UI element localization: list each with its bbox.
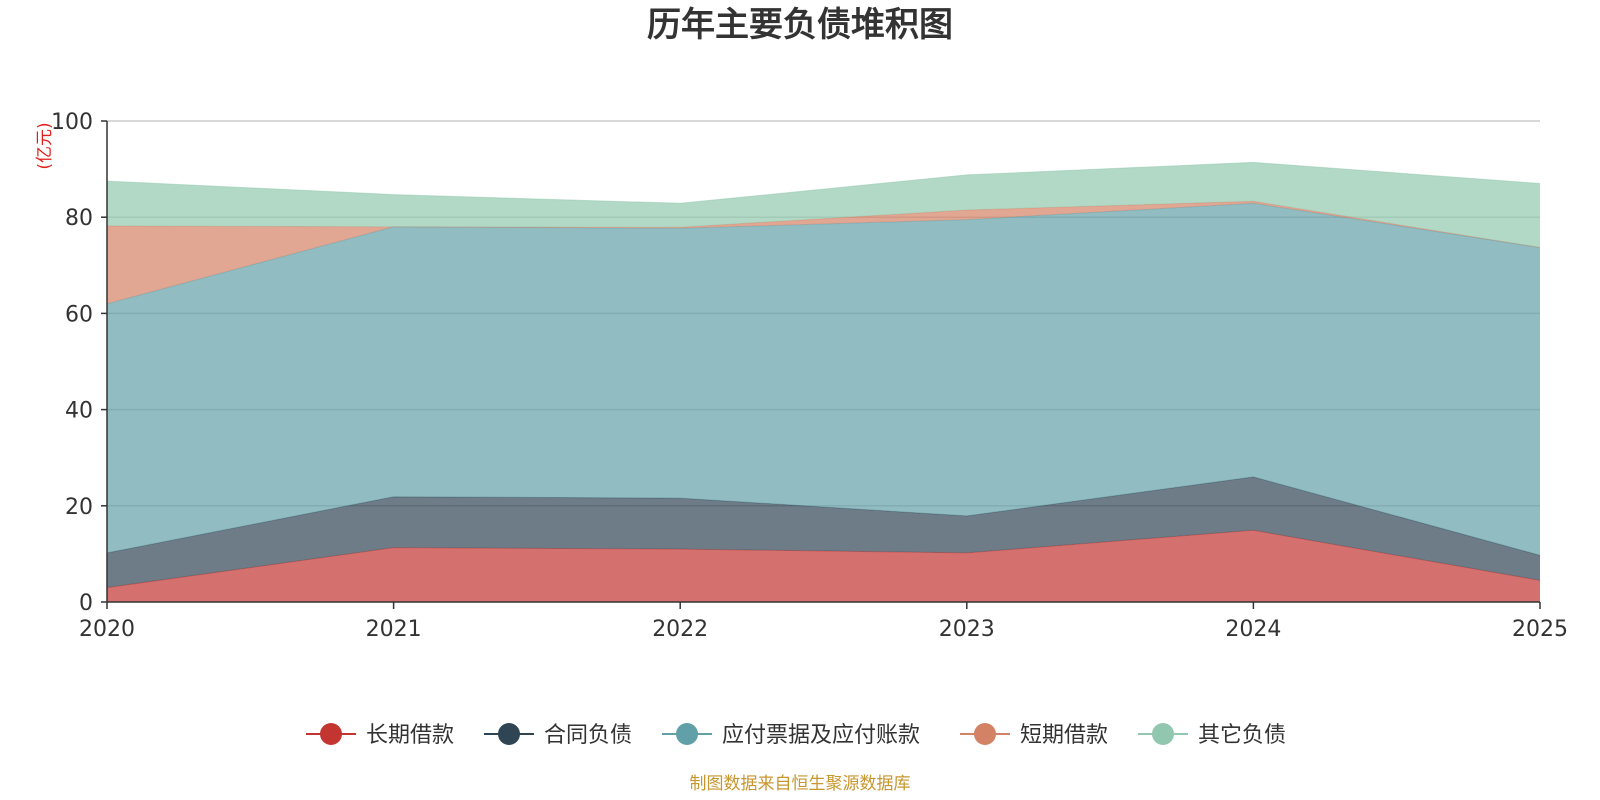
x-tick-label: 2023	[939, 617, 995, 642]
legend-label: 长期借款	[366, 723, 454, 748]
legend-label: 应付票据及应付账款	[722, 723, 920, 748]
y-tick-label: 100	[51, 110, 93, 135]
y-axis-unit-label: (亿元)	[35, 122, 55, 169]
chart-title: 历年主要负债堆积图	[647, 5, 953, 45]
y-tick-label: 60	[65, 302, 93, 327]
legend-circle-icon	[676, 723, 698, 745]
legend-circle-icon	[974, 723, 996, 745]
area-series-2	[107, 203, 1540, 556]
x-tick-label: 2021	[366, 617, 422, 642]
y-tick-label: 40	[65, 399, 93, 424]
legend-circle-icon	[1152, 723, 1174, 745]
legend-item-2[interactable]: 应付票据及应付账款	[662, 723, 920, 748]
source-note: 制图数据来自恒生聚源数据库	[690, 774, 911, 794]
y-tick-label: 20	[65, 495, 93, 520]
x-tick-label: 2020	[79, 617, 135, 642]
legend-label: 短期借款	[1020, 723, 1108, 748]
x-tick-label: 2025	[1512, 617, 1568, 642]
legend-item-1[interactable]: 合同负债	[484, 723, 632, 748]
legend-circle-icon	[498, 723, 520, 745]
area-series-1	[107, 476, 1540, 588]
legend-label: 合同负债	[544, 723, 632, 748]
y-tick-label: 80	[65, 206, 93, 231]
legend-item-0[interactable]: 长期借款	[306, 723, 454, 748]
legend-circle-icon	[320, 723, 342, 745]
legend-item-4[interactable]: 其它负债	[1138, 723, 1286, 748]
x-tick-label: 2022	[652, 617, 708, 642]
area-series-4	[107, 162, 1540, 248]
x-tick-label: 2024	[1225, 617, 1281, 642]
legend-item-3[interactable]: 短期借款	[960, 723, 1108, 748]
area-edge-series-4	[106, 161, 1541, 204]
legend-label: 其它负债	[1198, 723, 1286, 748]
series-areas	[106, 161, 1541, 602]
axes: 0 20 40 60 80 100 2020 2021 2022 2023 2024 2025	[51, 110, 1568, 642]
legend: 长期借款 合同负债 应付票据及应付账款 短期借款 其它负债	[306, 723, 1286, 748]
y-tick-label: 0	[79, 591, 93, 616]
